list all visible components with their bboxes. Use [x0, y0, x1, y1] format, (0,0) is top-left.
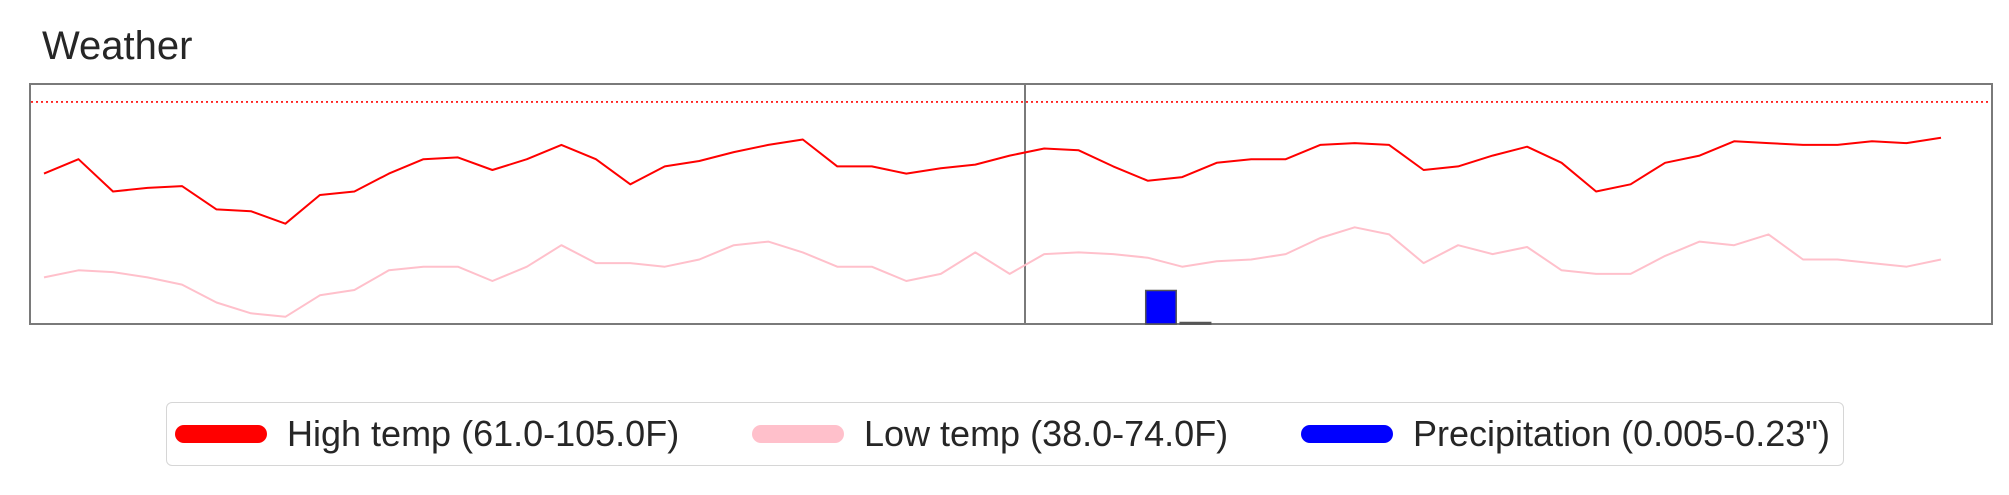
precip-bar [1179, 321, 1212, 325]
legend-item-low: Low temp (38.0-74.0F) [752, 403, 1228, 465]
plot-frame-left [29, 83, 1026, 325]
legend-label-low: Low temp (38.0-74.0F) [864, 413, 1229, 454]
chart-title: Weather [42, 24, 193, 68]
legend-swatch-high [175, 425, 267, 443]
legend-item-high: High temp (61.0-105.0F) [175, 403, 679, 465]
weather-chart [29, 83, 1993, 325]
legend-swatch-precip [1301, 425, 1393, 443]
legend-item-precip: Precipitation (0.005-0.23") [1301, 403, 1830, 465]
high-temp-line [43, 136, 1942, 225]
legend-label-precip: Precipitation (0.005-0.23") [1413, 413, 1831, 454]
legend-swatch-low [752, 425, 844, 443]
precip-bar [1144, 289, 1177, 325]
legend-label-high: High temp (61.0-105.0F) [287, 413, 680, 454]
legend: High temp (61.0-105.0F) Low temp (38.0-7… [166, 402, 1844, 466]
low-temp-line [43, 226, 1942, 318]
plot-frame-right [1024, 83, 1993, 325]
